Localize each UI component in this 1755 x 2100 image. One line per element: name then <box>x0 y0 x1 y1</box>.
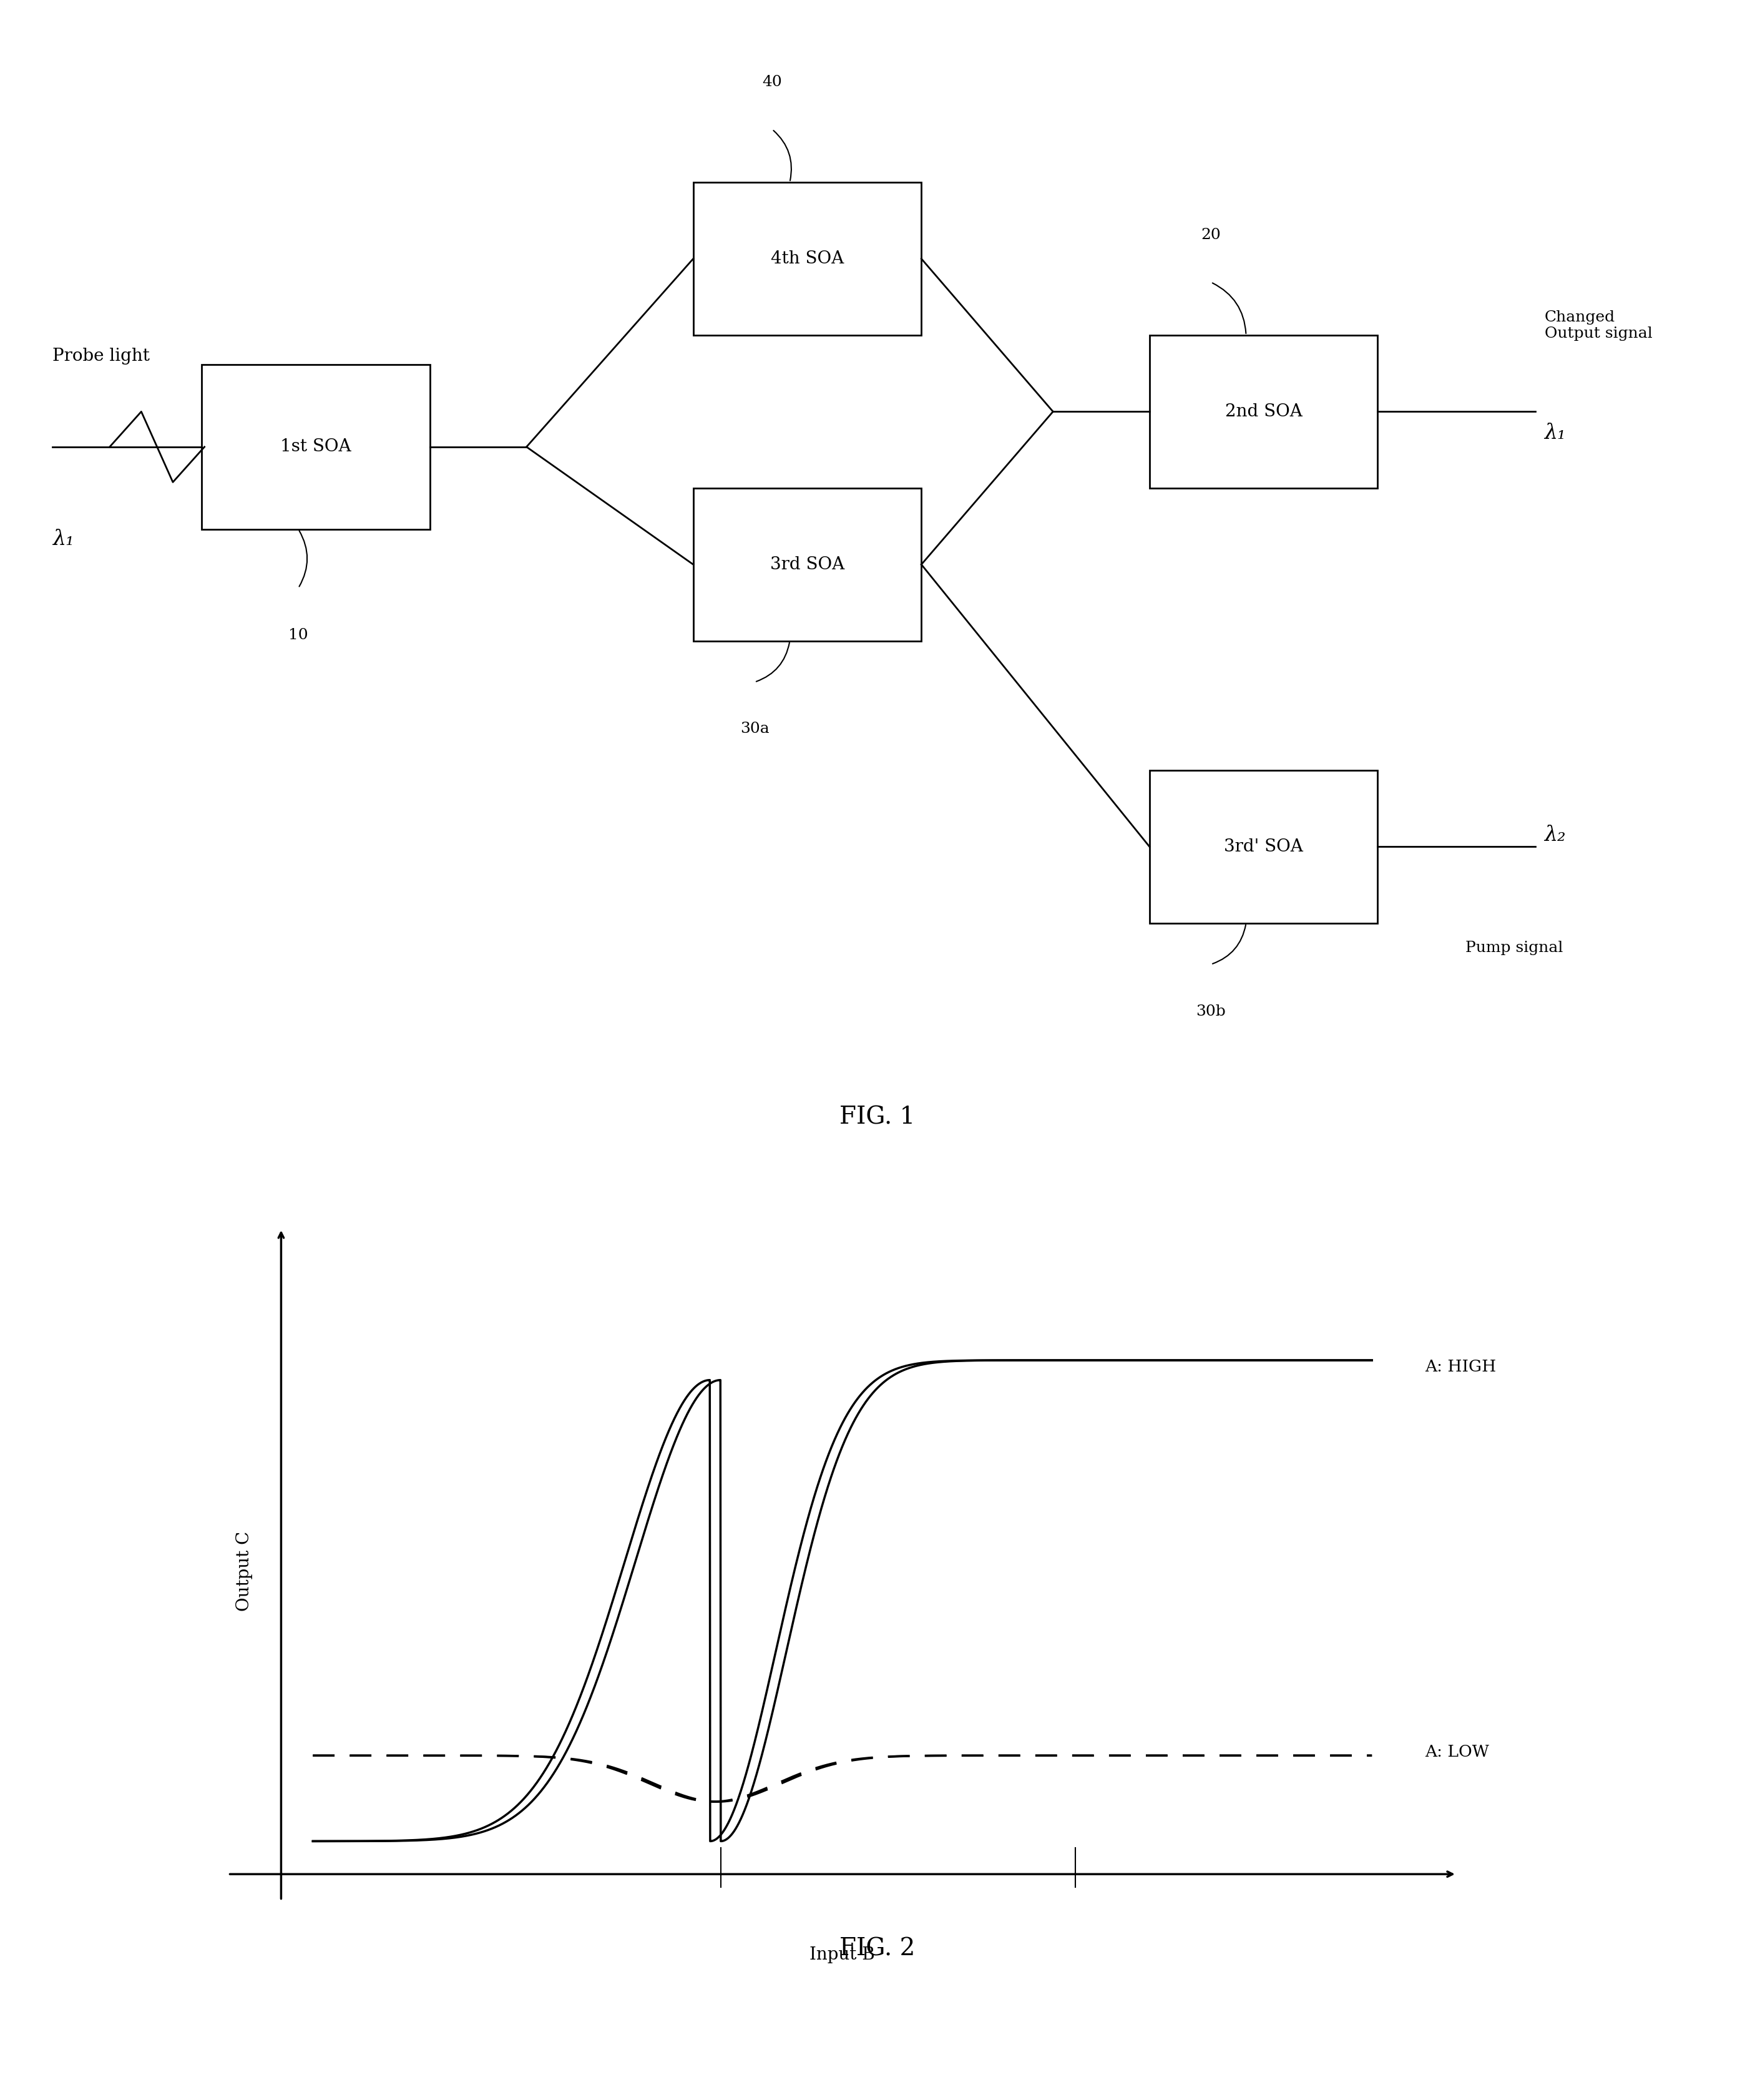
Text: A: LOW: A: LOW <box>1425 1745 1488 1760</box>
Text: A: HIGH: A: HIGH <box>1425 1359 1497 1376</box>
Text: 20: 20 <box>1200 229 1221 242</box>
Text: λ₁: λ₁ <box>1544 424 1565 443</box>
Text: FIG. 1: FIG. 1 <box>839 1107 916 1130</box>
Text: 1st SOA: 1st SOA <box>281 439 351 456</box>
Text: Changed
Output signal: Changed Output signal <box>1544 311 1651 340</box>
Text: λ₁: λ₁ <box>53 529 74 550</box>
Bar <box>693 183 921 336</box>
Text: Probe light: Probe light <box>53 349 149 365</box>
Text: 30a: 30a <box>741 722 769 737</box>
Text: 40: 40 <box>762 76 783 90</box>
Text: λ₂: λ₂ <box>1544 825 1565 844</box>
Bar <box>1150 771 1378 924</box>
Text: Output C: Output C <box>235 1531 253 1611</box>
Text: 30b: 30b <box>1197 1004 1225 1018</box>
Text: 2nd SOA: 2nd SOA <box>1225 403 1302 420</box>
Text: 3rd SOA: 3rd SOA <box>770 556 844 573</box>
Bar <box>1150 336 1378 487</box>
Bar <box>693 487 921 640</box>
Text: 4th SOA: 4th SOA <box>770 250 844 267</box>
Bar <box>202 365 430 529</box>
Text: Pump signal: Pump signal <box>1465 941 1564 956</box>
Text: 3rd' SOA: 3rd' SOA <box>1223 838 1304 855</box>
Text: FIG. 2: FIG. 2 <box>839 1938 916 1959</box>
Text: 10: 10 <box>288 628 309 643</box>
Text: Input B: Input B <box>809 1947 876 1964</box>
